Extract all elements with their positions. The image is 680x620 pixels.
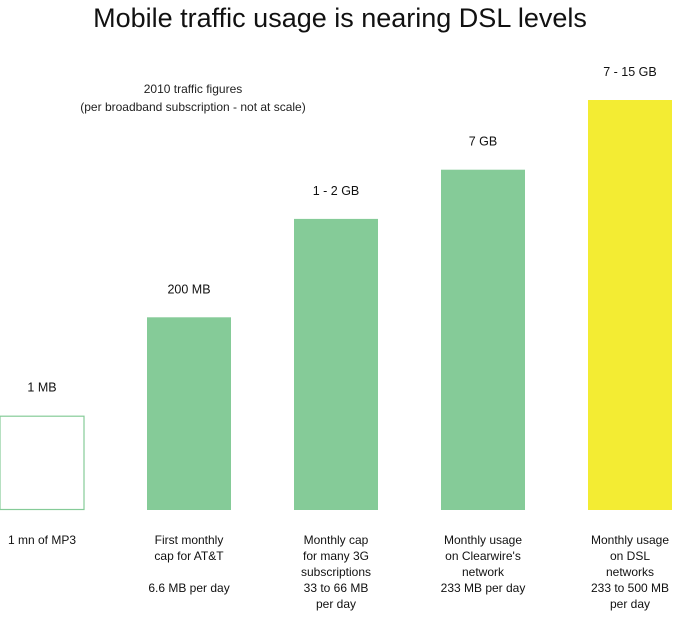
bar-value-label-2: 200 MB xyxy=(167,282,210,296)
bars-group: 1 MB 1 mn of MP3 200 MB First monthly cap fo… xyxy=(0,65,672,611)
category-label-4-line-3: network xyxy=(462,565,505,579)
category-label-2-line-2: cap for AT&T xyxy=(154,549,224,563)
category-label-5-line-4: 233 to 500 MB xyxy=(591,581,669,595)
bar-value-label-4: 7 GB xyxy=(469,135,498,149)
category-label-4-line-4: 233 MB per day xyxy=(441,581,526,595)
category-label-4-line-2: on Clearwire's xyxy=(445,549,521,563)
bar-value-label-5: 7 - 15 GB xyxy=(603,65,657,79)
category-label-5-line-5: per day xyxy=(610,597,650,611)
bar-value-label-1: 1 MB xyxy=(27,381,56,395)
category-label-5-line-2: on DSL xyxy=(610,549,650,563)
bar-4 xyxy=(441,169,525,510)
category-label-3-line-3: subscriptions xyxy=(301,565,371,579)
category-label-5-line-1: Monthly usage xyxy=(591,533,669,547)
category-label-3-line-5: per day xyxy=(316,597,356,611)
category-label-2-line-1: First monthly xyxy=(155,533,224,547)
category-label-4-line-1: Monthly usage xyxy=(444,533,522,547)
chart-subtitle-line-2: (per broadband subscription - not at sca… xyxy=(80,100,305,114)
category-label-5-line-3: networks xyxy=(606,565,654,579)
bar-1 xyxy=(0,415,85,511)
chart-subtitle-line-1: 2010 traffic figures xyxy=(144,82,243,96)
bar-5 xyxy=(588,100,672,510)
bar-value-label-3: 1 - 2 GB xyxy=(313,184,360,198)
category-label-3-line-1: Monthly cap xyxy=(304,533,369,547)
category-label-3-line-2: for many 3G xyxy=(303,549,369,563)
chart-title: Mobile traffic usage is nearing DSL leve… xyxy=(93,3,587,33)
bar-3 xyxy=(294,218,378,510)
category-label-2-line-4: 6.6 MB per day xyxy=(148,581,229,595)
bar-2 xyxy=(147,317,231,510)
category-label-3-line-4: 33 to 66 MB xyxy=(304,581,369,595)
category-label-1-line-1: 1 mn of MP3 xyxy=(8,533,76,547)
